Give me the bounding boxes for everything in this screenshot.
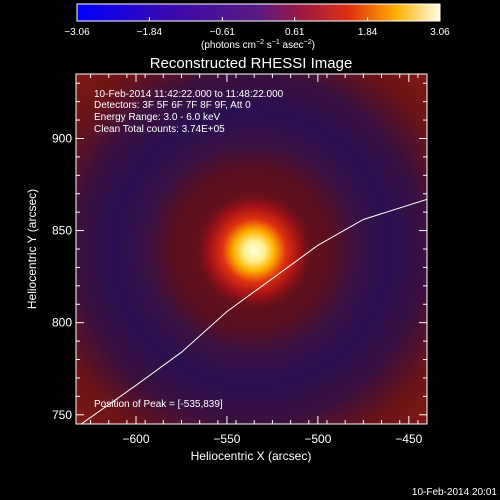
annotations: 10-Feb-2014 11:42:22.000 to 11:48:22.000…: [94, 89, 284, 410]
peak-position-label: Position of Peak = [-535,839]: [94, 399, 223, 410]
timestamp: 10-Feb-2014 20:01: [412, 487, 498, 498]
image-area: [76, 74, 427, 424]
y-axis-ticks: 750 800 850 900: [52, 82, 427, 422]
x-tick-label: −550: [213, 432, 240, 446]
colorbar-tick-label: 3.06: [430, 27, 450, 38]
annotation-detectors: Detectors: 3F 5F 6F 7F 8F 9F, Att 0: [94, 100, 251, 111]
annotation-time-range: 10-Feb-2014 11:42:22.000 to 11:48:22.000: [94, 89, 284, 100]
chart-title: Reconstructed RHESSI Image: [150, 55, 353, 72]
colorbar-unit-label: (photons cm−2 s−1 asec−2): [201, 39, 315, 51]
y-axis-label: Heliocentric Y (arcsec): [25, 189, 39, 309]
x-tick-label: −500: [304, 432, 331, 446]
y-tick-label: 900: [52, 131, 72, 145]
colorbar-tick-label: −3.06: [64, 27, 90, 38]
y-tick-label: 850: [52, 224, 72, 238]
annotation-counts: Clean Total counts: 3.74E+05: [94, 124, 225, 135]
x-tick-label: −450: [395, 432, 422, 446]
colorbar-tick-label: 0.61: [285, 27, 305, 38]
y-tick-label: 800: [52, 316, 72, 330]
colorbar-tick-label: −1.84: [137, 27, 163, 38]
colorbar-tick-label: 1.84: [358, 27, 378, 38]
peak-source: [196, 192, 313, 309]
solar-limb-line: [80, 198, 427, 424]
colorbar-ticks: −3.06 −1.84 −0.61 0.61 1.84 3.06: [64, 17, 450, 38]
x-axis-ticks: −600 −550 −500 −450: [90, 74, 423, 446]
annotation-energy: Energy Range: 3.0 - 6.0 keV: [94, 112, 221, 123]
y-tick-label: 750: [52, 408, 72, 422]
colorbar-tick-label: −0.61: [210, 27, 236, 38]
x-tick-label: −600: [122, 432, 149, 446]
colorbar: [76, 3, 441, 22]
x-axis-label: Heliocentric X (arcsec): [191, 449, 312, 463]
